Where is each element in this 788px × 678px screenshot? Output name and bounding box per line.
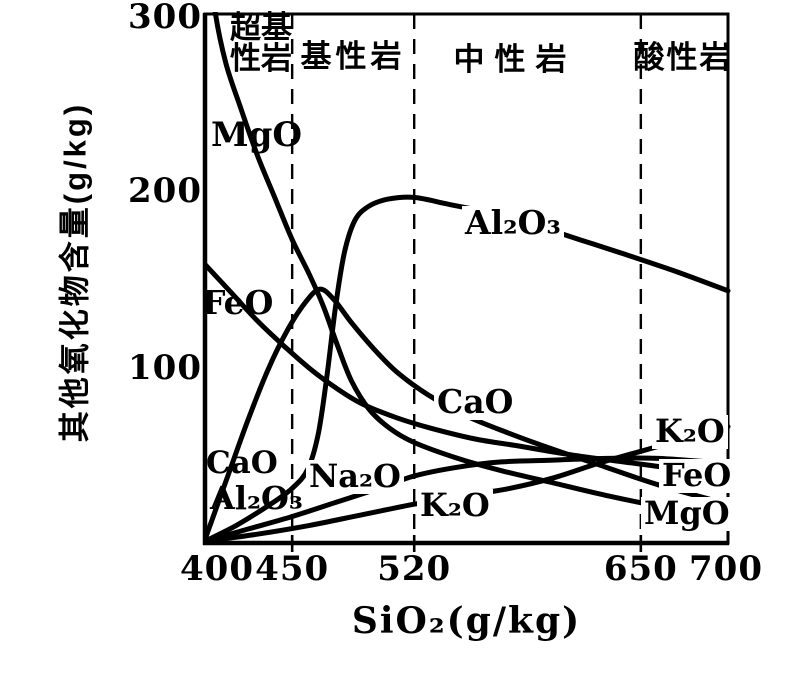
curve-label-ko-7: K₂O (417, 488, 493, 523)
curve-alo (204, 194, 731, 544)
x-tick-label-700: 700 (689, 549, 763, 589)
zone-label-line: 酸性岩 (633, 40, 733, 75)
curve-label-mgo-10: MgO (641, 496, 733, 531)
curve-cao (204, 286, 731, 542)
zone-label-4: 酸性岩 (634, 42, 733, 73)
curve-label-cao-3: CaO (434, 384, 517, 420)
x-tick-label-650: 650 (603, 549, 678, 589)
curve-label-mgo-0: MgO (211, 115, 303, 155)
y-tick-label-100: 100 (128, 347, 202, 388)
y-tick-label-300: 300 (128, 0, 202, 37)
curve-label-feo-9: FeO (659, 458, 735, 493)
x-tick-label-450: 450 (255, 549, 330, 589)
zone-label-line: 超基 (230, 10, 292, 45)
curve-label-feo-1: FeO (202, 283, 274, 322)
curve-feo (204, 261, 731, 481)
zone-label-line: 性岩 (230, 41, 292, 76)
y-tick-label-200: 200 (128, 171, 202, 212)
x-axis-title: SiO₂(g/kg) (351, 600, 582, 642)
x-tick-label-520: 520 (377, 549, 452, 589)
curve-label-alo-2: Al₂O₃ (462, 205, 564, 241)
y-axis-title: 其他氧化物含量(g/kg) (57, 101, 93, 443)
zone-label-1: 超基 性岩 (230, 12, 292, 74)
curve-label-nao-5: Na₂O (306, 459, 404, 494)
curve-label-cao-4: CaO (206, 445, 278, 481)
zone-label-line: 基性岩 (300, 39, 406, 74)
curve-mgo (212, 12, 731, 519)
zone-label-line: 中性岩 (453, 42, 577, 77)
x-tick-label-400: 400 (180, 549, 254, 589)
curve-label-ko-8: K₂O (652, 414, 728, 449)
zone-label-2: 基性岩 (301, 41, 406, 72)
zone-label-3: 中性岩 (454, 44, 577, 75)
curve-label-alo-6: Al₂O₃ (210, 479, 303, 517)
